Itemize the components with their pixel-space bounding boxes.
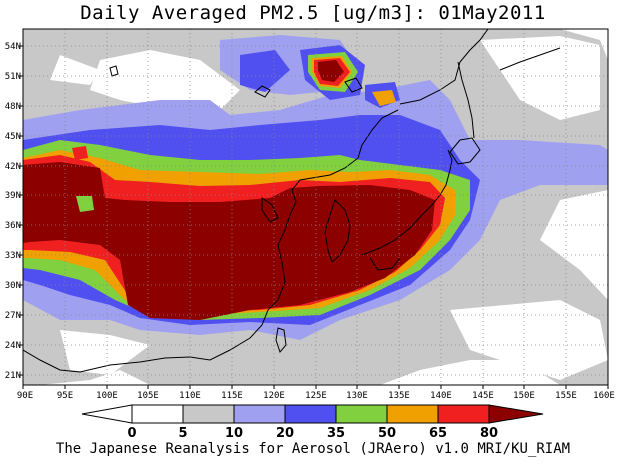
lon-label: 160E: [593, 391, 615, 401]
lat-label: 48N: [5, 102, 21, 112]
band-0-5-north: [90, 50, 240, 110]
lon-label: 110E: [179, 391, 201, 401]
colorbar-segment: [131, 404, 184, 424]
lat-label: 33N: [5, 251, 21, 261]
colorbar-label: 65: [429, 426, 447, 441]
colorbar-label: 80: [480, 426, 498, 441]
lon-label: 155E: [555, 391, 577, 401]
footer-credit: The Japanese Reanalysis for Aerosol (JRA…: [55, 441, 571, 457]
colorbar-high-arrow: [488, 404, 544, 424]
colorbar-segment: [233, 404, 286, 424]
lat-label: 21N: [5, 371, 21, 381]
lon-label: 120E: [263, 391, 285, 401]
lat-label: 27N: [5, 311, 21, 321]
graticule: [23, 29, 608, 385]
colorbar-segment: [437, 404, 490, 424]
lat-label: 54N: [5, 42, 21, 52]
band-0-5-south: [60, 330, 150, 375]
band-0-5-east: [450, 300, 608, 380]
colorbar-low-arrow: [81, 404, 133, 424]
lon-label: 100E: [96, 391, 118, 401]
colorbar-segment: [182, 404, 235, 424]
colorbar-label: 20: [276, 426, 294, 441]
lat-label: 30N: [5, 281, 21, 291]
band-0-5-ne: [480, 36, 600, 120]
lat-label: 42N: [5, 162, 21, 172]
concentration-field: [23, 29, 608, 385]
band-80-plus-north: [318, 60, 344, 82]
band-20-35-north: [240, 50, 290, 92]
colorbar-label: 50: [378, 426, 396, 441]
band-80-plus: [23, 162, 435, 320]
map-title: Daily Averaged PM2.5 [ug/m3]: 01May2011: [80, 2, 546, 24]
lon-label: 130E: [346, 391, 368, 401]
longitude-labels: 90E 95E 100E 105E 110E 115E 120E 125E 13…: [17, 391, 615, 401]
tick-marks: [19, 45, 609, 389]
colorbar-segment: [284, 404, 337, 424]
colorbar-segment: [335, 404, 388, 424]
lon-label: 95E: [57, 391, 73, 401]
lat-label: 36N: [5, 221, 21, 231]
band-65-80-dot: [72, 146, 88, 160]
lon-label: 90E: [17, 391, 33, 401]
lat-label: 51N: [5, 72, 21, 82]
lat-label: 45N: [5, 132, 21, 142]
lon-label: 125E: [305, 391, 327, 401]
lon-label: 140E: [430, 391, 452, 401]
lon-label: 135E: [388, 391, 410, 401]
colorbar-segment: [386, 404, 439, 424]
lon-label: 115E: [221, 391, 243, 401]
coastlines: [23, 29, 561, 373]
colorbar-label: 10: [225, 426, 243, 441]
colorbar-label: 0: [127, 426, 136, 441]
latitude-labels: 21N 24N 27N 30N 33N 36N 39N 42N 45N 48N …: [5, 42, 21, 381]
colorbar-label: 5: [178, 426, 187, 441]
band-50-65-north2: [372, 90, 396, 106]
lat-label: 24N: [5, 341, 21, 351]
lat-label: 39N: [5, 191, 21, 201]
band-80-plus-spot: [76, 196, 94, 212]
colorbar: 0 5 10 20 35 50 65 80: [81, 404, 544, 441]
colorbar-label: 35: [327, 426, 345, 441]
lon-label: 105E: [137, 391, 159, 401]
lon-label: 150E: [513, 391, 535, 401]
lon-label: 145E: [472, 391, 494, 401]
